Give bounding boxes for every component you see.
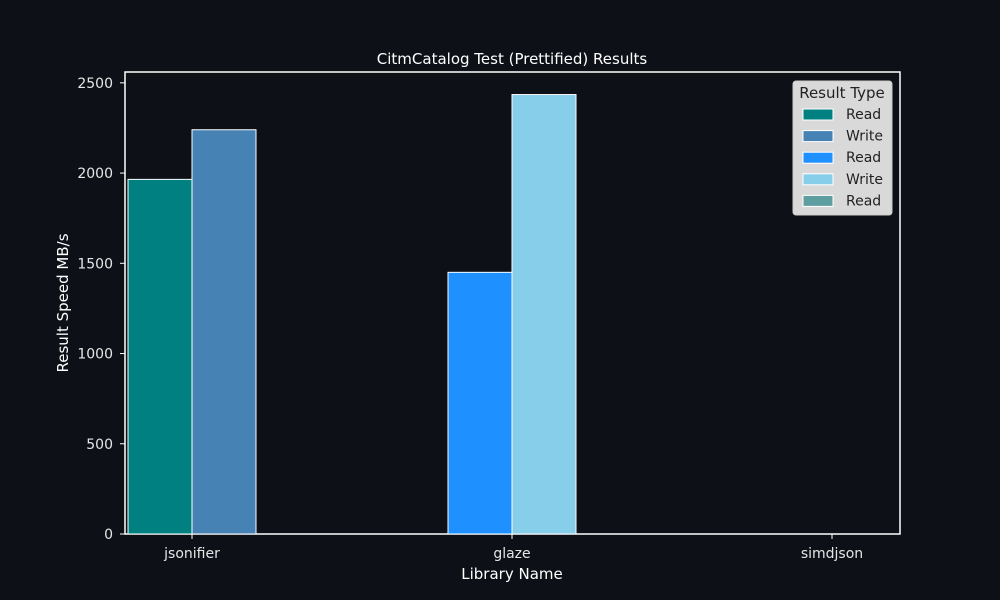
- bar-glaze-write: [511, 94, 577, 535]
- legend-swatch: [802, 130, 834, 143]
- legend: Result Type Read Write Read Write Read: [792, 80, 893, 216]
- y-tick-label: 1000: [77, 347, 113, 363]
- legend-label: Read: [846, 193, 881, 209]
- legend-swatch: [802, 108, 834, 121]
- bars-group: [127, 94, 577, 535]
- x-ticks: jsonifier glaze simdjson: [163, 534, 863, 562]
- legend-swatch: [802, 194, 834, 207]
- legend-label: Read: [846, 107, 881, 123]
- legend-label: Write: [846, 129, 883, 145]
- y-ticks: 0 500 1000 1500 2000 2500: [77, 76, 125, 543]
- legend-label: Read: [846, 150, 881, 166]
- y-tick-label: 0: [104, 527, 113, 543]
- y-tick-label: 2000: [77, 166, 113, 182]
- bar-jsonifier-read: [127, 178, 193, 535]
- bar-glaze-read: [447, 271, 513, 535]
- y-tick-label: 2500: [77, 76, 113, 92]
- chart-title: CitmCatalog Test (Prettified) Results: [377, 50, 648, 68]
- legend-swatch: [802, 151, 834, 164]
- legend-label: Write: [846, 172, 883, 188]
- x-axis-label: Library Name: [461, 565, 562, 583]
- bar-jsonifier-write: [191, 129, 257, 535]
- x-tick-label-simdjson: simdjson: [801, 546, 863, 562]
- y-tick-label: 1500: [77, 256, 113, 272]
- legend-items: Read Write Read Write Read: [802, 107, 883, 209]
- y-tick-label: 500: [86, 437, 113, 453]
- legend-swatch: [802, 173, 834, 186]
- x-tick-label-jsonifier: jsonifier: [163, 546, 220, 562]
- x-tick-label-glaze: glaze: [493, 546, 530, 562]
- y-axis-label: Result Speed MB/s: [54, 233, 72, 372]
- legend-title: Result Type: [799, 84, 885, 102]
